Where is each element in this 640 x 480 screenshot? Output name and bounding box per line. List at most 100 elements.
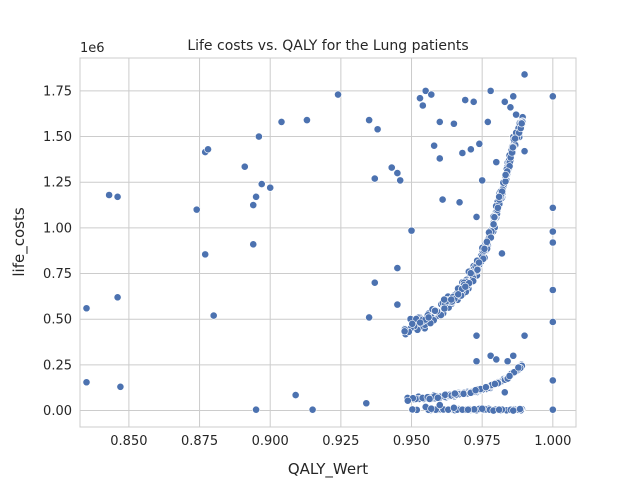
scatter-point <box>303 116 311 125</box>
scatter-point <box>454 290 463 299</box>
scatter-point <box>520 331 529 340</box>
scatter-point <box>509 92 518 101</box>
scatter-point <box>393 169 402 177</box>
scatter-point <box>481 383 490 392</box>
scatter-point <box>512 110 520 119</box>
y-tick-label: 0.00 <box>43 404 72 419</box>
scatter-point <box>483 237 491 246</box>
scatter-point <box>495 405 504 414</box>
scatter-point <box>472 357 481 366</box>
scatter-point <box>365 116 374 125</box>
scatter-point <box>430 141 439 150</box>
scatter-point <box>450 403 458 412</box>
scatter-point <box>516 405 524 413</box>
scatter-point <box>492 158 501 167</box>
scatter-point <box>393 300 402 309</box>
scatter-point <box>438 195 447 204</box>
scatter-point <box>105 191 114 199</box>
scatter-point <box>473 265 482 274</box>
scatter-point <box>113 293 122 302</box>
scatter-point <box>493 203 502 212</box>
scatter-point <box>511 134 519 143</box>
y-tick-labels: 0.00 0.25 0.50 0.75 1.00 1.25 1.50 1.75 <box>43 84 72 419</box>
scatter-point <box>458 149 467 157</box>
scatter-point <box>416 318 425 327</box>
scatter-point <box>201 250 210 259</box>
scatter-point <box>450 119 458 128</box>
x-tick-labels: 0.850 0.875 0.900 0.925 0.950 0.975 1.000 <box>110 434 571 449</box>
scatter-point <box>433 393 442 402</box>
scatter-point <box>440 304 449 313</box>
scatter-point <box>508 143 517 152</box>
scatter-point <box>418 101 427 110</box>
x-tick-label: 0.875 <box>181 434 218 449</box>
scatter-point <box>548 318 557 326</box>
scatter-point <box>416 94 424 103</box>
scatter-point <box>370 174 379 183</box>
x-axis-label: QALY_Wert <box>288 460 368 479</box>
scatter-point <box>450 389 459 398</box>
scatter-point <box>498 249 506 258</box>
scatter-point <box>240 162 249 171</box>
scatter-point <box>421 86 430 95</box>
scatter-point <box>483 118 492 126</box>
scatter-point <box>466 145 475 154</box>
scatter-point <box>82 304 91 313</box>
scatter-point <box>548 238 557 247</box>
scatter-point <box>249 240 258 249</box>
x-tick-label: 0.975 <box>464 434 501 449</box>
scatter-point <box>509 406 518 415</box>
plot-frame <box>79 57 577 428</box>
scatter-point <box>514 363 523 372</box>
y-tick-label: 0.25 <box>43 358 72 373</box>
scatter-point <box>424 313 433 322</box>
scatter-point <box>480 244 489 253</box>
scatter-point <box>252 405 260 414</box>
scatter-point <box>257 180 266 188</box>
scatter-point <box>365 313 374 322</box>
scatter-point <box>82 378 91 387</box>
data-points <box>82 70 557 415</box>
x-tick-label: 0.925 <box>322 434 359 449</box>
scatter-point <box>520 70 529 79</box>
scatter-point <box>254 132 263 141</box>
scatter-point <box>475 258 483 267</box>
scatter-point <box>408 405 417 414</box>
scatter-point <box>505 372 514 380</box>
scatter-point <box>373 125 382 134</box>
scatter-point <box>489 220 498 229</box>
scatter-point <box>252 192 260 201</box>
scatter-point <box>407 226 416 235</box>
scatter-point <box>396 176 405 185</box>
grid-lines <box>80 58 576 427</box>
scatter-point <box>500 97 509 106</box>
scatter-point <box>441 390 450 399</box>
y-tick-label: 1.25 <box>43 176 72 191</box>
scatter-point <box>472 331 481 340</box>
scatter-point <box>447 295 456 304</box>
scatter-point <box>204 145 212 154</box>
chart-title: Life costs vs. QALY for the Lung patient… <box>187 38 468 54</box>
scatter-point <box>277 118 286 126</box>
y-tick-label: 0.75 <box>43 267 72 282</box>
y-axis-label: life_costs <box>10 207 29 276</box>
scatter-point <box>478 404 487 413</box>
scatter-point <box>490 380 499 388</box>
scatter-point <box>334 90 342 99</box>
scatter-point <box>400 327 409 336</box>
scatter-point <box>408 319 417 328</box>
scatter-point <box>113 192 122 201</box>
scatter-point <box>471 386 480 395</box>
scatter-point <box>486 351 495 360</box>
scatter-point <box>387 163 396 172</box>
scatter-point <box>469 97 478 106</box>
scatter-point <box>509 351 518 360</box>
scatter-point <box>461 282 470 291</box>
scatter-point <box>435 154 444 163</box>
y-offset-text: 1e6 <box>80 41 105 56</box>
scatter-point <box>475 139 484 148</box>
scatter-point <box>427 404 436 413</box>
scatter-point <box>548 405 557 414</box>
scatter-point <box>393 264 402 272</box>
